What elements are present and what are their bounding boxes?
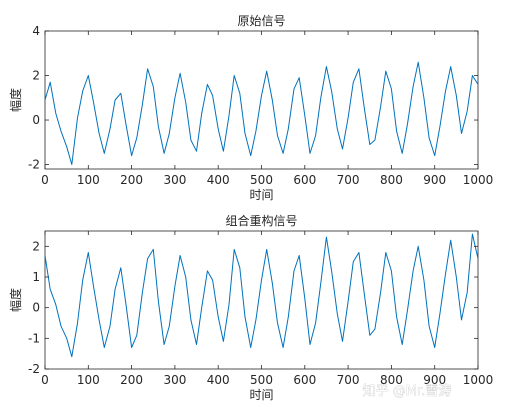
series-line-0 bbox=[44, 61, 479, 165]
x-tick-label: 100 bbox=[77, 173, 100, 187]
plot-area bbox=[44, 230, 479, 370]
x-axis-label: 时间 bbox=[249, 188, 273, 202]
y-tick-label: 2 bbox=[32, 239, 40, 253]
x-axis-label: 时间 bbox=[249, 388, 273, 402]
x-tick-label: 0 bbox=[41, 173, 49, 187]
x-tick-label: 600 bbox=[293, 173, 316, 187]
x-tick-label: 700 bbox=[337, 173, 360, 187]
x-tick-label: 800 bbox=[380, 173, 403, 187]
x-tick-label: 400 bbox=[207, 173, 230, 187]
x-tick-label: 0 bbox=[41, 373, 49, 387]
y-tick-label: -1 bbox=[28, 331, 40, 345]
y-axis-label: 幅度 bbox=[8, 88, 23, 112]
y-axis-label: 幅度 bbox=[8, 288, 23, 312]
x-tick-label: 500 bbox=[250, 373, 273, 387]
plot-reconstructed-signal: 0 100 200 300 400 500 600 700 800 900 1000 -2 -1 0 1 2 组… bbox=[8, 213, 493, 402]
y-tick-label: -2 bbox=[28, 158, 40, 172]
plot-original-signal: 0 100 200 300 400 500 600 700 800 900 1000-2024原始信… bbox=[8, 14, 493, 202]
y-tick-label: -2 bbox=[28, 362, 40, 376]
x-tick-label: 1000 bbox=[463, 173, 494, 187]
y-tick-label: 0 bbox=[32, 301, 40, 315]
x-tick-label: 1000 bbox=[463, 373, 494, 387]
chart-title: 组合重构信号 bbox=[225, 213, 297, 228]
watermark-text: 知乎 @Mr.雪涛 bbox=[363, 383, 452, 399]
series-line-0 bbox=[44, 233, 479, 358]
x-tick-label: 200 bbox=[120, 373, 143, 387]
y-tick-label: 0 bbox=[32, 113, 40, 127]
x-tick-label: 200 bbox=[120, 173, 143, 187]
x-tick-label: 500 bbox=[250, 173, 273, 187]
chart-title: 原始信号 bbox=[237, 14, 285, 28]
x-tick-label: 700 bbox=[337, 373, 360, 387]
x-tick-label: 800 bbox=[380, 373, 403, 387]
y-tick-label: 4 bbox=[32, 24, 40, 38]
y-tick-label: 1 bbox=[32, 270, 40, 284]
x-tick-label: 100 bbox=[77, 373, 100, 387]
x-tick-label: 900 bbox=[423, 173, 446, 187]
x-tick-label: 300 bbox=[163, 373, 186, 387]
plot-area bbox=[44, 30, 479, 170]
x-tick-label: 600 bbox=[293, 373, 316, 387]
x-tick-label: 300 bbox=[163, 173, 186, 187]
y-tick-label: 2 bbox=[32, 69, 40, 83]
x-tick-label: 400 bbox=[207, 373, 230, 387]
x-tick-label: 900 bbox=[423, 373, 446, 387]
